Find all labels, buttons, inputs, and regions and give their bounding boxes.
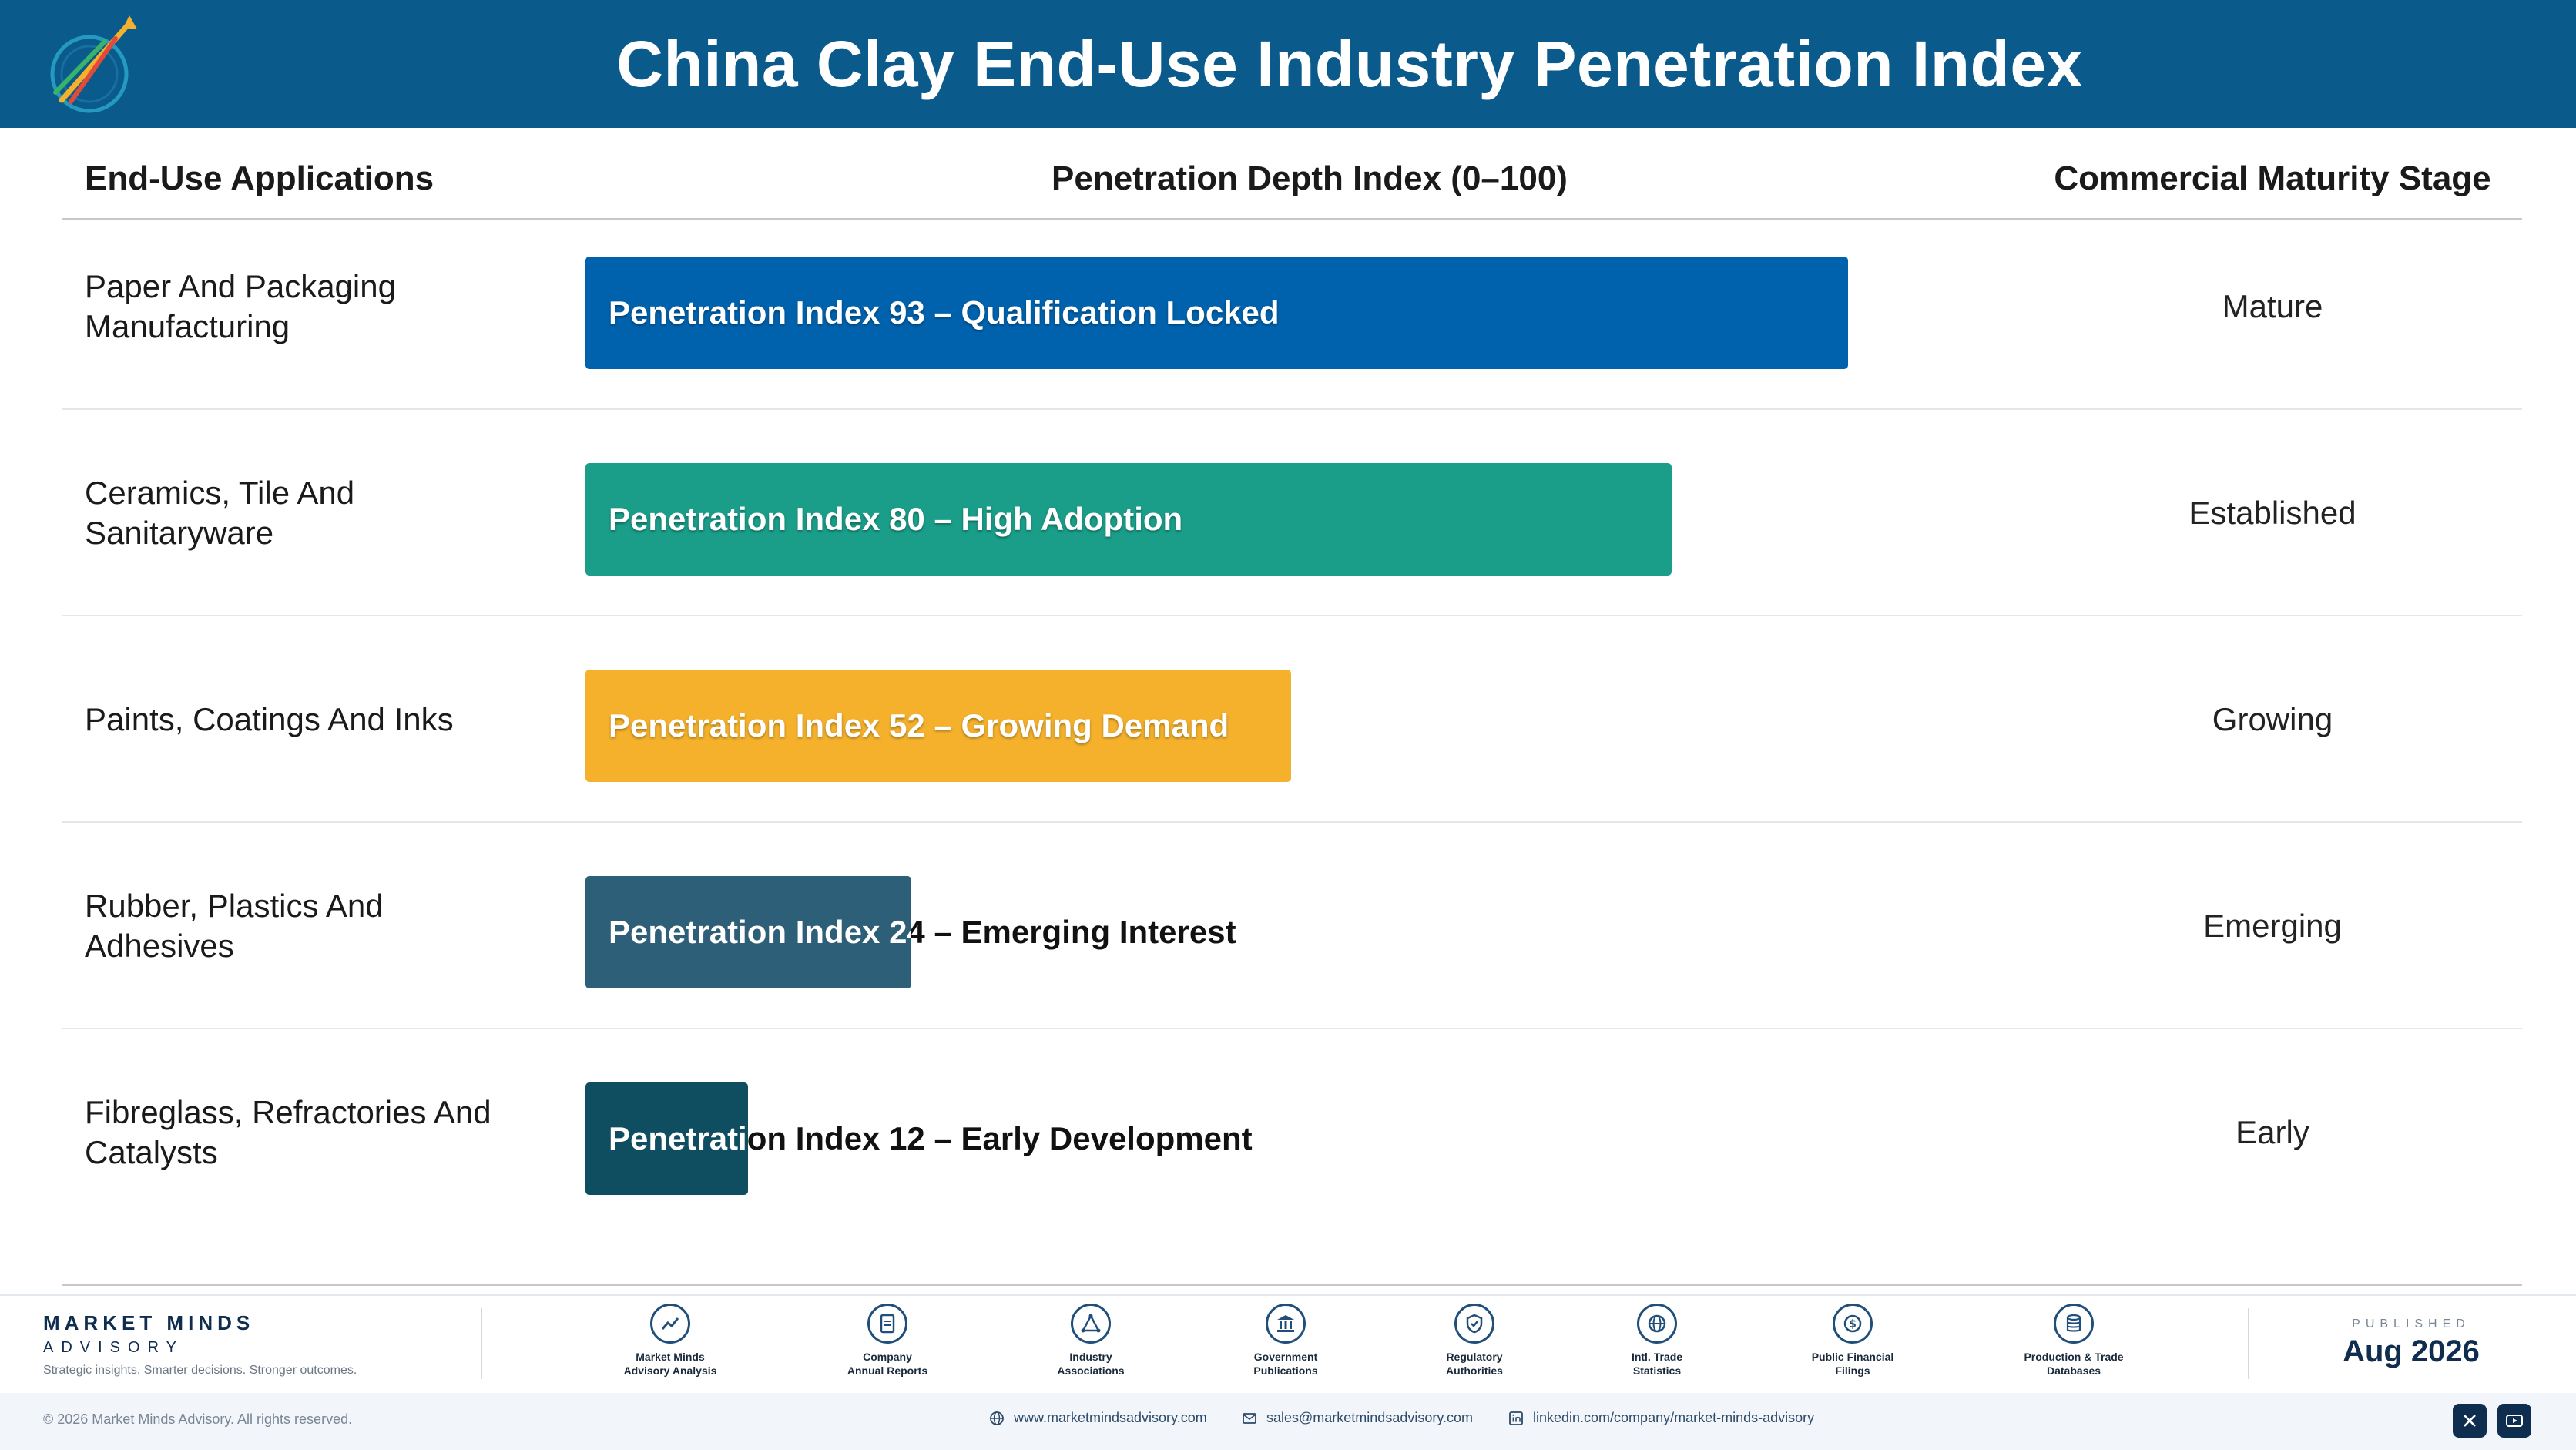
source-regulatory-authorities: Regulatory Authorities [1382, 1304, 1567, 1378]
published-date: Aug 2026 [2343, 1334, 2480, 1368]
source-label: Industry [1069, 1351, 1112, 1363]
chart-row: Rubber, Plastics And Adhesives Penetratio… [62, 823, 2522, 1029]
source-label: Authorities [1446, 1364, 1503, 1377]
source-label: Databases [2046, 1364, 2101, 1377]
copyright-text: © 2026 Market Minds Advisory. All rights… [43, 1411, 353, 1427]
brand-tagline: Strategic insights. Smarter decisions. S… [43, 1364, 357, 1377]
brand-subtitle: ADVISORY [43, 1339, 184, 1356]
maturity-stage-label: Established [2189, 495, 2356, 531]
bar-data-label: Penetration Index 12 – Early Development [609, 1120, 1253, 1156]
chart-bottom-divider [62, 1284, 2522, 1286]
footer-contact-bar: © 2026 Market Minds Advisory. All rights… [0, 1393, 2576, 1450]
dollar-coin-icon: $ [1833, 1304, 1873, 1344]
source-label: Production & Trade [2024, 1351, 2124, 1363]
penetration-bar [585, 1082, 748, 1195]
source-label: Publications [1253, 1364, 1318, 1377]
maturity-stage-label: Growing [2212, 701, 2333, 737]
source-label: Government [1253, 1351, 1318, 1363]
page-title: China Clay End-Use Industry Penetration … [616, 27, 2083, 100]
category-label: Paper And Packaging Manufacturing [85, 268, 396, 344]
company-logo-icon [50, 15, 137, 113]
source-label: Advisory Analysis [623, 1364, 717, 1377]
penetration-bar [585, 670, 1291, 782]
source-label: Market Minds [636, 1351, 705, 1363]
row-divider [62, 615, 2522, 616]
network-icon [1071, 1304, 1111, 1344]
mail-icon [1243, 1412, 1256, 1424]
category-label: Fibreglass, Refractories And Catalysts [85, 1094, 491, 1170]
linkedin-link[interactable]: linkedin.com/company/market-minds-adviso… [1508, 1410, 1814, 1426]
column-header-maturity: Commercial Maturity Stage [2054, 159, 2491, 197]
youtube-logo-icon [2506, 1415, 2523, 1427]
chart-line-icon [650, 1304, 690, 1344]
source-label: Annual Reports [847, 1364, 928, 1377]
column-header-applications: End-Use Applications [85, 159, 434, 197]
government-building-icon [1266, 1304, 1306, 1344]
source-label: Filings [1835, 1364, 1870, 1377]
bar-data-label: Penetration Index 93 – Qualification Loc… [609, 294, 1280, 331]
penetration-bar [585, 463, 1672, 576]
source-label: Statistics [1632, 1364, 1682, 1377]
document-icon [867, 1304, 907, 1344]
globe-icon [990, 1411, 1004, 1425]
penetration-bar [585, 876, 911, 988]
email-text: sales@marketmindsadvisory.com [1266, 1410, 1474, 1425]
website-text: www.marketmindsadvisory.com [1014, 1410, 1207, 1425]
row-divider [62, 821, 2522, 823]
website-link[interactable]: www.marketmindsadvisory.com [989, 1410, 1207, 1426]
linkedin-icon [1509, 1411, 1523, 1425]
column-header-penetration: Penetration Depth Index (0–100) [1052, 159, 1568, 197]
x-social-button[interactable] [2453, 1404, 2487, 1438]
published-label: PUBLISHED [2352, 1317, 2470, 1331]
bar-data-label: Penetration Index 80 – High Adoption [609, 501, 1183, 537]
linkedin-text: linkedin.com/company/market-minds-adviso… [1533, 1410, 1815, 1425]
source-industry-associations: Industry Associations [998, 1304, 1183, 1378]
source-annual-reports: Company Annual Reports [795, 1304, 980, 1378]
brand-name: MARKET MINDS [43, 1311, 255, 1334]
category-label: Paints, Coatings And Inks [85, 701, 454, 737]
source-trade-databases: Production & Trade Databases [1981, 1304, 2166, 1378]
source-government-publications: Government Publications [1193, 1304, 1378, 1378]
footer-divider [2248, 1308, 2249, 1379]
row-divider [62, 408, 2522, 410]
header-banner: China Clay End-Use Industry Penetration … [0, 0, 2576, 128]
chart-row: Paints, Coatings And Inks Penetration Ind… [62, 616, 2522, 823]
x-logo-icon [2464, 1415, 2476, 1427]
category-label: Ceramics, Tile And Sanitaryware [85, 475, 355, 551]
source-label: Associations [1057, 1364, 1125, 1377]
penetration-bar [585, 257, 1848, 369]
chart-row: Fibreglass, Refractories And Catalysts Pe… [62, 1029, 2522, 1236]
bar-data-label: Penetration Index 24 – Emerging Interest [609, 914, 1236, 950]
email-link[interactable]: sales@marketmindsadvisory.com [1242, 1410, 1473, 1426]
maturity-stage-label: Early [2236, 1114, 2309, 1150]
globe-icon [1637, 1304, 1677, 1344]
header-divider [62, 218, 2522, 220]
maturity-stage-label: Emerging [2203, 908, 2342, 944]
bar-data-label: Penetration Index 52 – Growing Demand [609, 707, 1229, 743]
source-market-minds: Market Minds Advisory Analysis [578, 1304, 763, 1378]
footer: MARKET MINDS ADVISORY Strategic insights… [0, 1294, 2576, 1393]
category-label: Rubber, Plastics And Adhesives [85, 888, 384, 964]
source-label: Public Financial [1811, 1351, 1894, 1363]
source-label: Company [863, 1351, 912, 1363]
row-divider [62, 1028, 2522, 1029]
database-icon [2054, 1304, 2094, 1344]
maturity-stage-label: Mature [2222, 288, 2323, 324]
chart-row: Paper And Packaging Manufacturing Penetra… [62, 203, 2522, 410]
shield-check-icon [1454, 1304, 1494, 1344]
source-trade-statistics: Intl. Trade Statistics [1565, 1304, 1749, 1378]
source-label: Intl. Trade [1631, 1351, 1683, 1363]
source-financial-filings: $ Public Financial Filings [1760, 1304, 1945, 1378]
svg-text:$: $ [1849, 1318, 1857, 1331]
chart-row: Ceramics, Tile And Sanitaryware Penetrati… [62, 410, 2522, 616]
footer-divider [481, 1308, 482, 1379]
youtube-social-button[interactable] [2497, 1404, 2531, 1438]
source-label: Regulatory [1446, 1351, 1503, 1363]
